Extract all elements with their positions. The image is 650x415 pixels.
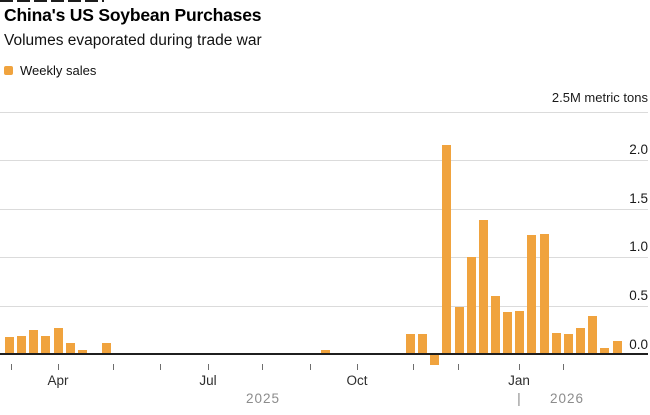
y-axis-tick-label: 0.0 — [629, 337, 648, 352]
bar — [17, 336, 26, 354]
bar — [54, 328, 63, 354]
x-axis-tick — [458, 364, 459, 370]
x-axis-month-label: Jan — [508, 373, 530, 388]
bar-negative — [430, 355, 439, 365]
y-axis-tick-label: 2.0 — [629, 142, 648, 157]
gridline — [0, 160, 648, 161]
x-axis-tick — [310, 364, 311, 370]
year-divider: | — [517, 390, 521, 406]
y-axis-tick-label: 0.5 — [629, 288, 648, 303]
bar — [455, 307, 464, 355]
chart-subtitle: Volumes evaporated during trade war — [4, 32, 262, 49]
x-axis-tick — [208, 364, 209, 370]
bar — [321, 350, 330, 355]
bar — [503, 312, 512, 355]
x-axis-year-label: 2026 — [549, 391, 585, 406]
x-axis-tick — [413, 364, 414, 370]
x-axis-tick — [519, 364, 520, 370]
bar — [491, 296, 500, 354]
x-axis-tick — [113, 364, 114, 370]
x-axis-line — [0, 353, 648, 355]
bar — [442, 145, 451, 355]
bar — [588, 316, 597, 355]
x-axis-tick — [563, 364, 564, 370]
y-axis-tick-label: 1.0 — [629, 239, 648, 254]
x-axis-tick — [58, 364, 59, 370]
gridline — [0, 306, 648, 307]
gridline — [0, 209, 648, 210]
bar — [5, 337, 14, 354]
gridline — [0, 257, 648, 258]
bar — [576, 328, 585, 354]
x-axis-tick — [262, 364, 263, 370]
x-axis-tick — [160, 364, 161, 370]
bar — [29, 330, 38, 354]
bar — [467, 257, 476, 354]
y-axis-tick-label: 1.5 — [629, 191, 648, 206]
bar — [406, 334, 415, 354]
legend-label: Weekly sales — [20, 63, 97, 78]
bar — [552, 333, 561, 354]
bar — [66, 343, 75, 355]
x-axis-year-label: 2025 — [245, 391, 281, 406]
legend-swatch-icon — [4, 66, 13, 75]
bar — [600, 348, 609, 355]
bar — [564, 334, 573, 354]
y-axis-unit-label: 2.5M metric tons — [551, 90, 648, 105]
x-axis-month-label: Apr — [47, 373, 69, 388]
clipped-text-artifact — [0, 0, 104, 2]
gridline — [0, 112, 648, 113]
bar — [78, 350, 87, 355]
bar — [418, 334, 427, 354]
x-axis-month-label: Jul — [199, 373, 217, 388]
x-axis-month-label: Oct — [346, 373, 368, 388]
x-axis-tick — [357, 364, 358, 370]
bar — [102, 343, 111, 355]
bar — [527, 235, 536, 355]
legend: Weekly sales — [4, 63, 96, 78]
bar — [515, 311, 524, 355]
bar — [479, 220, 488, 354]
bar — [613, 341, 622, 355]
chart-title: China's US Soybean Purchases — [4, 5, 262, 25]
bar — [41, 336, 50, 354]
bar — [540, 234, 549, 355]
x-axis-tick — [11, 364, 12, 370]
